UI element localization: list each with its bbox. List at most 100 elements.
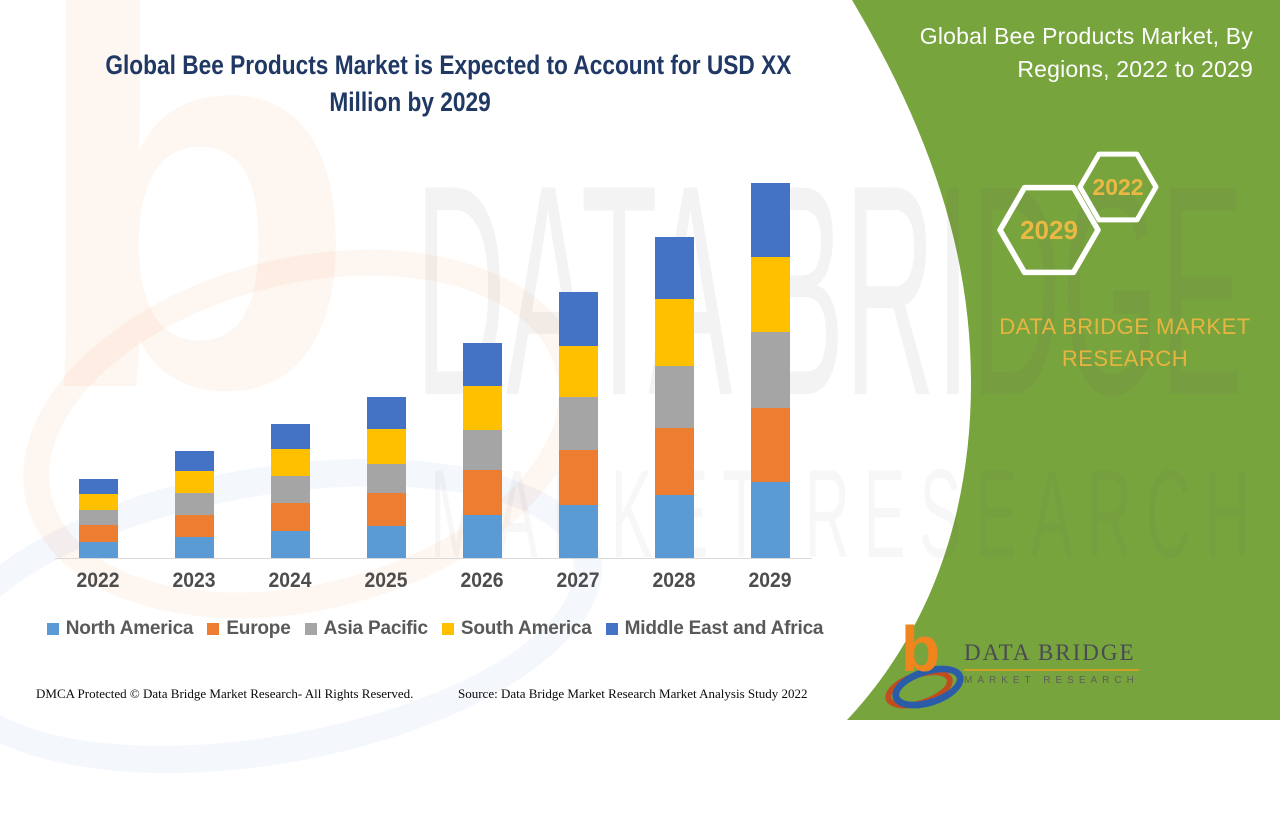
logo-text-block: DATA BRIDGE MARKET RESEARCH [964,640,1139,686]
legend-swatch-icon [605,623,618,635]
x-axis-label-2027: 2027 [556,569,600,592]
bar-segment-2029 [750,408,790,482]
bar-segment-2027 [558,346,598,397]
bar-segment-2027 [558,397,598,450]
legend-item: North America [46,618,194,640]
chart-headline-line2: Million by 2029 [329,87,491,117]
bar-segment-2025 [366,493,406,526]
bar-segment-2029 [750,332,790,408]
legend-label: Europe [226,618,291,639]
bar-segment-2027 [558,450,598,505]
bar-segment-2023 [174,471,214,493]
bar-segment-2023 [174,515,214,537]
legend-item: Middle East and Africa [605,618,824,640]
logo-b-letter: b [901,613,941,685]
bar-segment-2023 [174,451,214,471]
x-axis-line [55,558,812,559]
bar-segment-2022 [78,510,118,525]
bar-segment-2023 [174,537,214,558]
x-axis-label-2024: 2024 [268,569,312,592]
legend-label: Asia Pacific [323,618,428,639]
legend-item: Europe [207,618,291,640]
bar-segment-2026 [462,515,502,558]
bar-segment-2022 [78,525,118,542]
legend-swatch-icon [304,623,317,635]
x-axis-label-2029: 2029 [748,569,792,592]
bar-segment-2024 [270,476,310,503]
bar-segment-2029 [750,183,790,257]
hexagon-2029-label: 2029 [1020,215,1078,245]
x-axis-label-2026: 2026 [460,569,504,592]
panel-brand-line2: RESEARCH [1061,346,1189,371]
bar-2028 [654,237,694,558]
chart-headline: Global Bee Products Market is Expected t… [40,47,791,121]
legend-label: North America [65,618,194,639]
bar-segment-2025 [366,464,406,493]
hexagon-2029-icon [997,184,1101,276]
bar-segment-2022 [78,479,118,494]
legend-label: Middle East and Africa [624,618,824,639]
chart-headline-line1: Global Bee Products Market is Expected t… [105,50,792,80]
panel-title-line2: Regions, 2022 to 2029 [1017,56,1253,82]
x-axis-labels: 2022 2023 2024 2025 2026 2027 2028 2029 [55,569,815,595]
bar-segment-2026 [462,430,502,470]
databridge-logo: b DATA BRIDGE MARKET RESEARCH [880,617,1139,717]
bar-segment-2024 [270,449,310,476]
hexagon-2022-label: 2022 [1092,174,1143,200]
bar-segment-2028 [654,495,694,558]
logo-tagline: MARKET RESEARCH [964,675,1139,686]
bar-segment-2025 [366,526,406,558]
bar-segment-2026 [462,470,502,515]
bar-segment-2027 [558,292,598,346]
bar-segment-2028 [654,237,694,299]
dmca-notice: DMCA Protected © Data Bridge Market Rese… [36,686,414,701]
bar-2027 [558,292,598,558]
bar-segment-2024 [270,531,310,558]
x-axis-label-2025: 2025 [364,569,408,592]
panel-brand-text: DATA BRIDGE MARKET RESEARCH [985,311,1265,375]
bar-segment-2028 [654,299,694,366]
bar-2024 [270,424,310,558]
panel-title: Global Bee Products Market, By Regions, … [873,20,1253,86]
bar-segment-2022 [78,542,118,558]
green-panel-shape [847,0,1280,720]
x-axis-label-2023: 2023 [172,569,216,592]
legend: North America Europe Asia Pacific South Ame… [40,618,830,640]
bar-chart [55,169,815,559]
year-hexagons: 2029 2022 [997,151,1159,276]
bar-segment-2028 [654,366,694,428]
bar-segment-2024 [270,424,310,449]
bar-segment-2027 [558,505,598,558]
bar-segment-2026 [462,343,502,386]
bar-segment-2024 [270,503,310,531]
bar-segment-2028 [654,428,694,495]
bar-segment-2023 [174,493,214,515]
bar-segment-2029 [750,257,790,332]
logo-name: DATA BRIDGE [964,640,1139,671]
legend-item: Asia Pacific [304,618,428,640]
x-axis-label-2022: 2022 [76,569,120,592]
panel-title-line1: Global Bee Products Market, By [919,23,1253,49]
source-note: Source: Data Bridge Market Research Mark… [458,686,808,701]
x-axis-label-2028: 2028 [652,569,696,592]
green-side-panel [847,0,1280,720]
legend-swatch-icon [207,623,220,635]
legend-swatch-icon [441,623,454,635]
bar-segment-2022 [78,494,118,510]
bar-2022 [78,479,118,558]
bar-segment-2029 [750,482,790,558]
databridge-b-icon: b [880,617,970,717]
bar-segment-2026 [462,386,502,430]
bar-2026 [462,343,502,558]
bar-2023 [174,451,214,558]
bar-2025 [366,397,406,558]
legend-swatch-icon [46,623,59,635]
bar-2029 [750,183,790,558]
panel-brand-line1: DATA BRIDGE MARKET [999,314,1251,339]
legend-label: South America [460,618,592,639]
bar-segment-2025 [366,397,406,429]
legend-item: South America [441,618,592,640]
hexagon-2022-icon [1077,151,1159,223]
bar-segment-2025 [366,429,406,464]
